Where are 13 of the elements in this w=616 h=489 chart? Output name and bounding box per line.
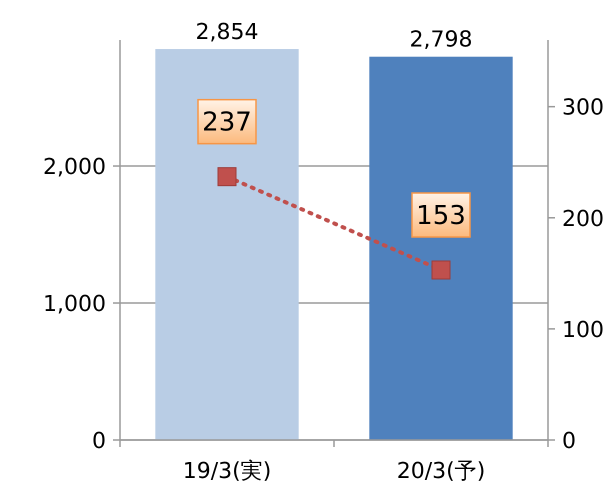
x-tick-label: 20/3(予) bbox=[396, 459, 486, 484]
data-label: 2,798 bbox=[410, 28, 472, 53]
data-label: 153 bbox=[416, 201, 466, 231]
y-tick-label: 1,000 bbox=[43, 292, 106, 318]
y2-tick-label: 300 bbox=[562, 96, 604, 121]
y-tick-label: 2,000 bbox=[43, 155, 106, 180]
data-label: 237 bbox=[202, 108, 252, 138]
y2-tick-label: 200 bbox=[562, 206, 604, 232]
y2-tick-label: 100 bbox=[562, 318, 604, 343]
data-label: 2,854 bbox=[196, 20, 258, 46]
x-tick-label: 19/3(実) bbox=[182, 459, 272, 484]
y-tick-label: 0 bbox=[92, 429, 106, 454]
y2-tick-label: 0 bbox=[562, 429, 576, 454]
